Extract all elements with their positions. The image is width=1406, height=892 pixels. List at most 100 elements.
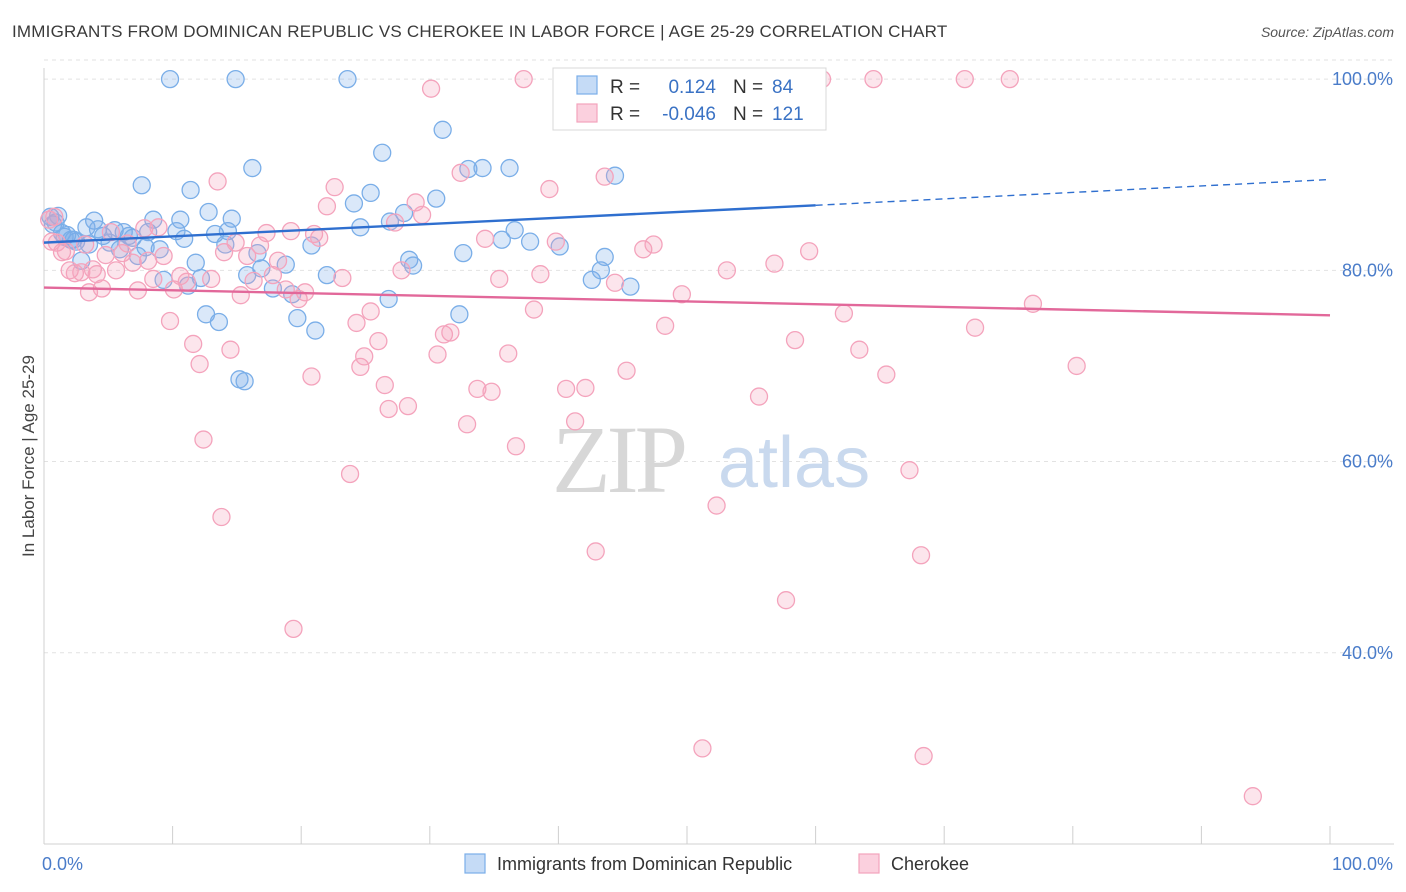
point-dominican <box>500 158 519 178</box>
point-cherokee <box>347 313 366 333</box>
point-cherokee <box>586 542 605 561</box>
point-cherokee <box>499 344 518 363</box>
point-cherokee <box>123 253 142 272</box>
trend-line-dominican-extension <box>815 178 1331 207</box>
point-dominican <box>621 277 640 296</box>
point-cherokee <box>45 207 64 226</box>
point-dominican <box>186 253 205 272</box>
point-cherokee <box>208 172 227 191</box>
point-cherokee <box>412 205 432 225</box>
y-tick-label: 80.0% <box>1342 260 1393 280</box>
point-cherokee <box>333 268 352 288</box>
point-cherokee <box>546 232 565 251</box>
point-dominican <box>85 211 104 230</box>
legend-n-value-1: 84 <box>772 77 794 98</box>
point-dominican <box>199 202 218 222</box>
x-tick-labels: 0.0% 100.0% <box>42 854 1393 874</box>
point-dominican <box>427 189 446 208</box>
point-cherokee <box>202 269 221 289</box>
point-dominican <box>222 209 241 228</box>
trend-lines <box>43 178 1331 317</box>
point-cherokee <box>65 264 85 283</box>
legend-r-label-1: R = <box>610 77 640 98</box>
point-cherokee <box>506 437 526 456</box>
legend-r-label-2: R = <box>610 104 640 125</box>
point-cherokee <box>834 304 854 323</box>
point-dominican <box>595 247 614 267</box>
point-dominican <box>450 305 469 324</box>
point-dominican <box>505 221 524 240</box>
point-cherokee <box>965 318 985 337</box>
point-cherokee <box>244 271 263 291</box>
point-cherokee <box>154 246 173 266</box>
point-dominican <box>243 158 262 178</box>
point-dominican <box>171 210 190 229</box>
point-cherokee <box>317 197 337 216</box>
point-cherokee <box>310 228 329 247</box>
point-cherokee <box>144 269 163 289</box>
y-axis-label: In Labor Force | Age 25-29 <box>19 355 38 557</box>
y-tick-label: 60.0% <box>1342 452 1393 472</box>
point-cherokee <box>900 461 919 480</box>
point-cherokee <box>428 345 447 364</box>
point-dominican <box>361 183 380 203</box>
point-dominican <box>160 69 180 89</box>
point-cherokee <box>101 222 121 242</box>
point-cherokee <box>914 746 933 766</box>
series-legend-label-pink: Cherokee <box>891 854 969 874</box>
watermark-atlas-text: atlas <box>718 423 870 503</box>
point-cherokee <box>672 285 692 304</box>
series-legend-label-blue: Immigrants from Dominican Republic <box>497 854 792 874</box>
point-cherokee <box>268 251 288 270</box>
point-cherokee <box>96 245 115 265</box>
point-cherokee <box>289 289 308 309</box>
point-dominican <box>454 243 473 263</box>
source-credit: Source: ZipAtlas.com <box>1260 24 1394 40</box>
point-cherokee <box>717 261 737 280</box>
point-cherokee <box>361 302 380 321</box>
x-tick-label: 100.0% <box>1332 854 1393 874</box>
point-dominican <box>209 312 229 332</box>
point-cherokee <box>765 254 784 273</box>
legend-swatch-pink <box>576 103 598 123</box>
point-cherokee <box>87 265 106 284</box>
point-cherokee <box>441 323 460 342</box>
point-cherokee <box>160 311 180 331</box>
legend-r-value-2: -0.046 <box>662 104 716 125</box>
point-cherokee <box>184 334 203 354</box>
axes <box>43 68 1394 845</box>
legend-swatch-blue <box>576 75 598 95</box>
series-legend-swatch-blue <box>464 853 486 874</box>
point-cherokee <box>524 300 544 319</box>
point-dominican <box>175 229 194 248</box>
point-cherokee <box>106 261 126 280</box>
legend-n-label-1: N = <box>733 77 763 98</box>
point-cherokee <box>482 382 501 401</box>
point-cherokee <box>379 399 398 419</box>
point-cherokee <box>540 179 559 199</box>
point-cherokee <box>76 235 95 254</box>
point-cherokee <box>605 273 625 292</box>
point-cherokee <box>302 367 321 386</box>
trend-line-cherokee <box>43 286 1331 317</box>
point-dominican <box>379 289 398 309</box>
point-cherokee <box>785 330 805 350</box>
point-cherokee <box>911 546 931 565</box>
point-cherokee <box>1000 69 1019 89</box>
point-cherokee <box>340 464 360 484</box>
point-cherokee <box>877 365 896 384</box>
point-cherokee <box>595 167 614 186</box>
point-cherokee <box>850 340 869 359</box>
point-dominican <box>433 120 452 139</box>
point-cherokee <box>556 379 576 399</box>
point-cherokee <box>800 242 819 261</box>
point-cherokee <box>72 263 91 282</box>
correlation-legend: R = 0.124 N = 84 R = -0.046 N = 121 <box>552 67 827 131</box>
point-cherokee <box>190 354 209 374</box>
point-cherokee <box>421 79 441 98</box>
point-cherokee <box>392 261 411 280</box>
y-tick-label: 100.0% <box>1332 69 1393 89</box>
point-dominican <box>373 143 392 162</box>
point-dominican <box>132 176 151 195</box>
